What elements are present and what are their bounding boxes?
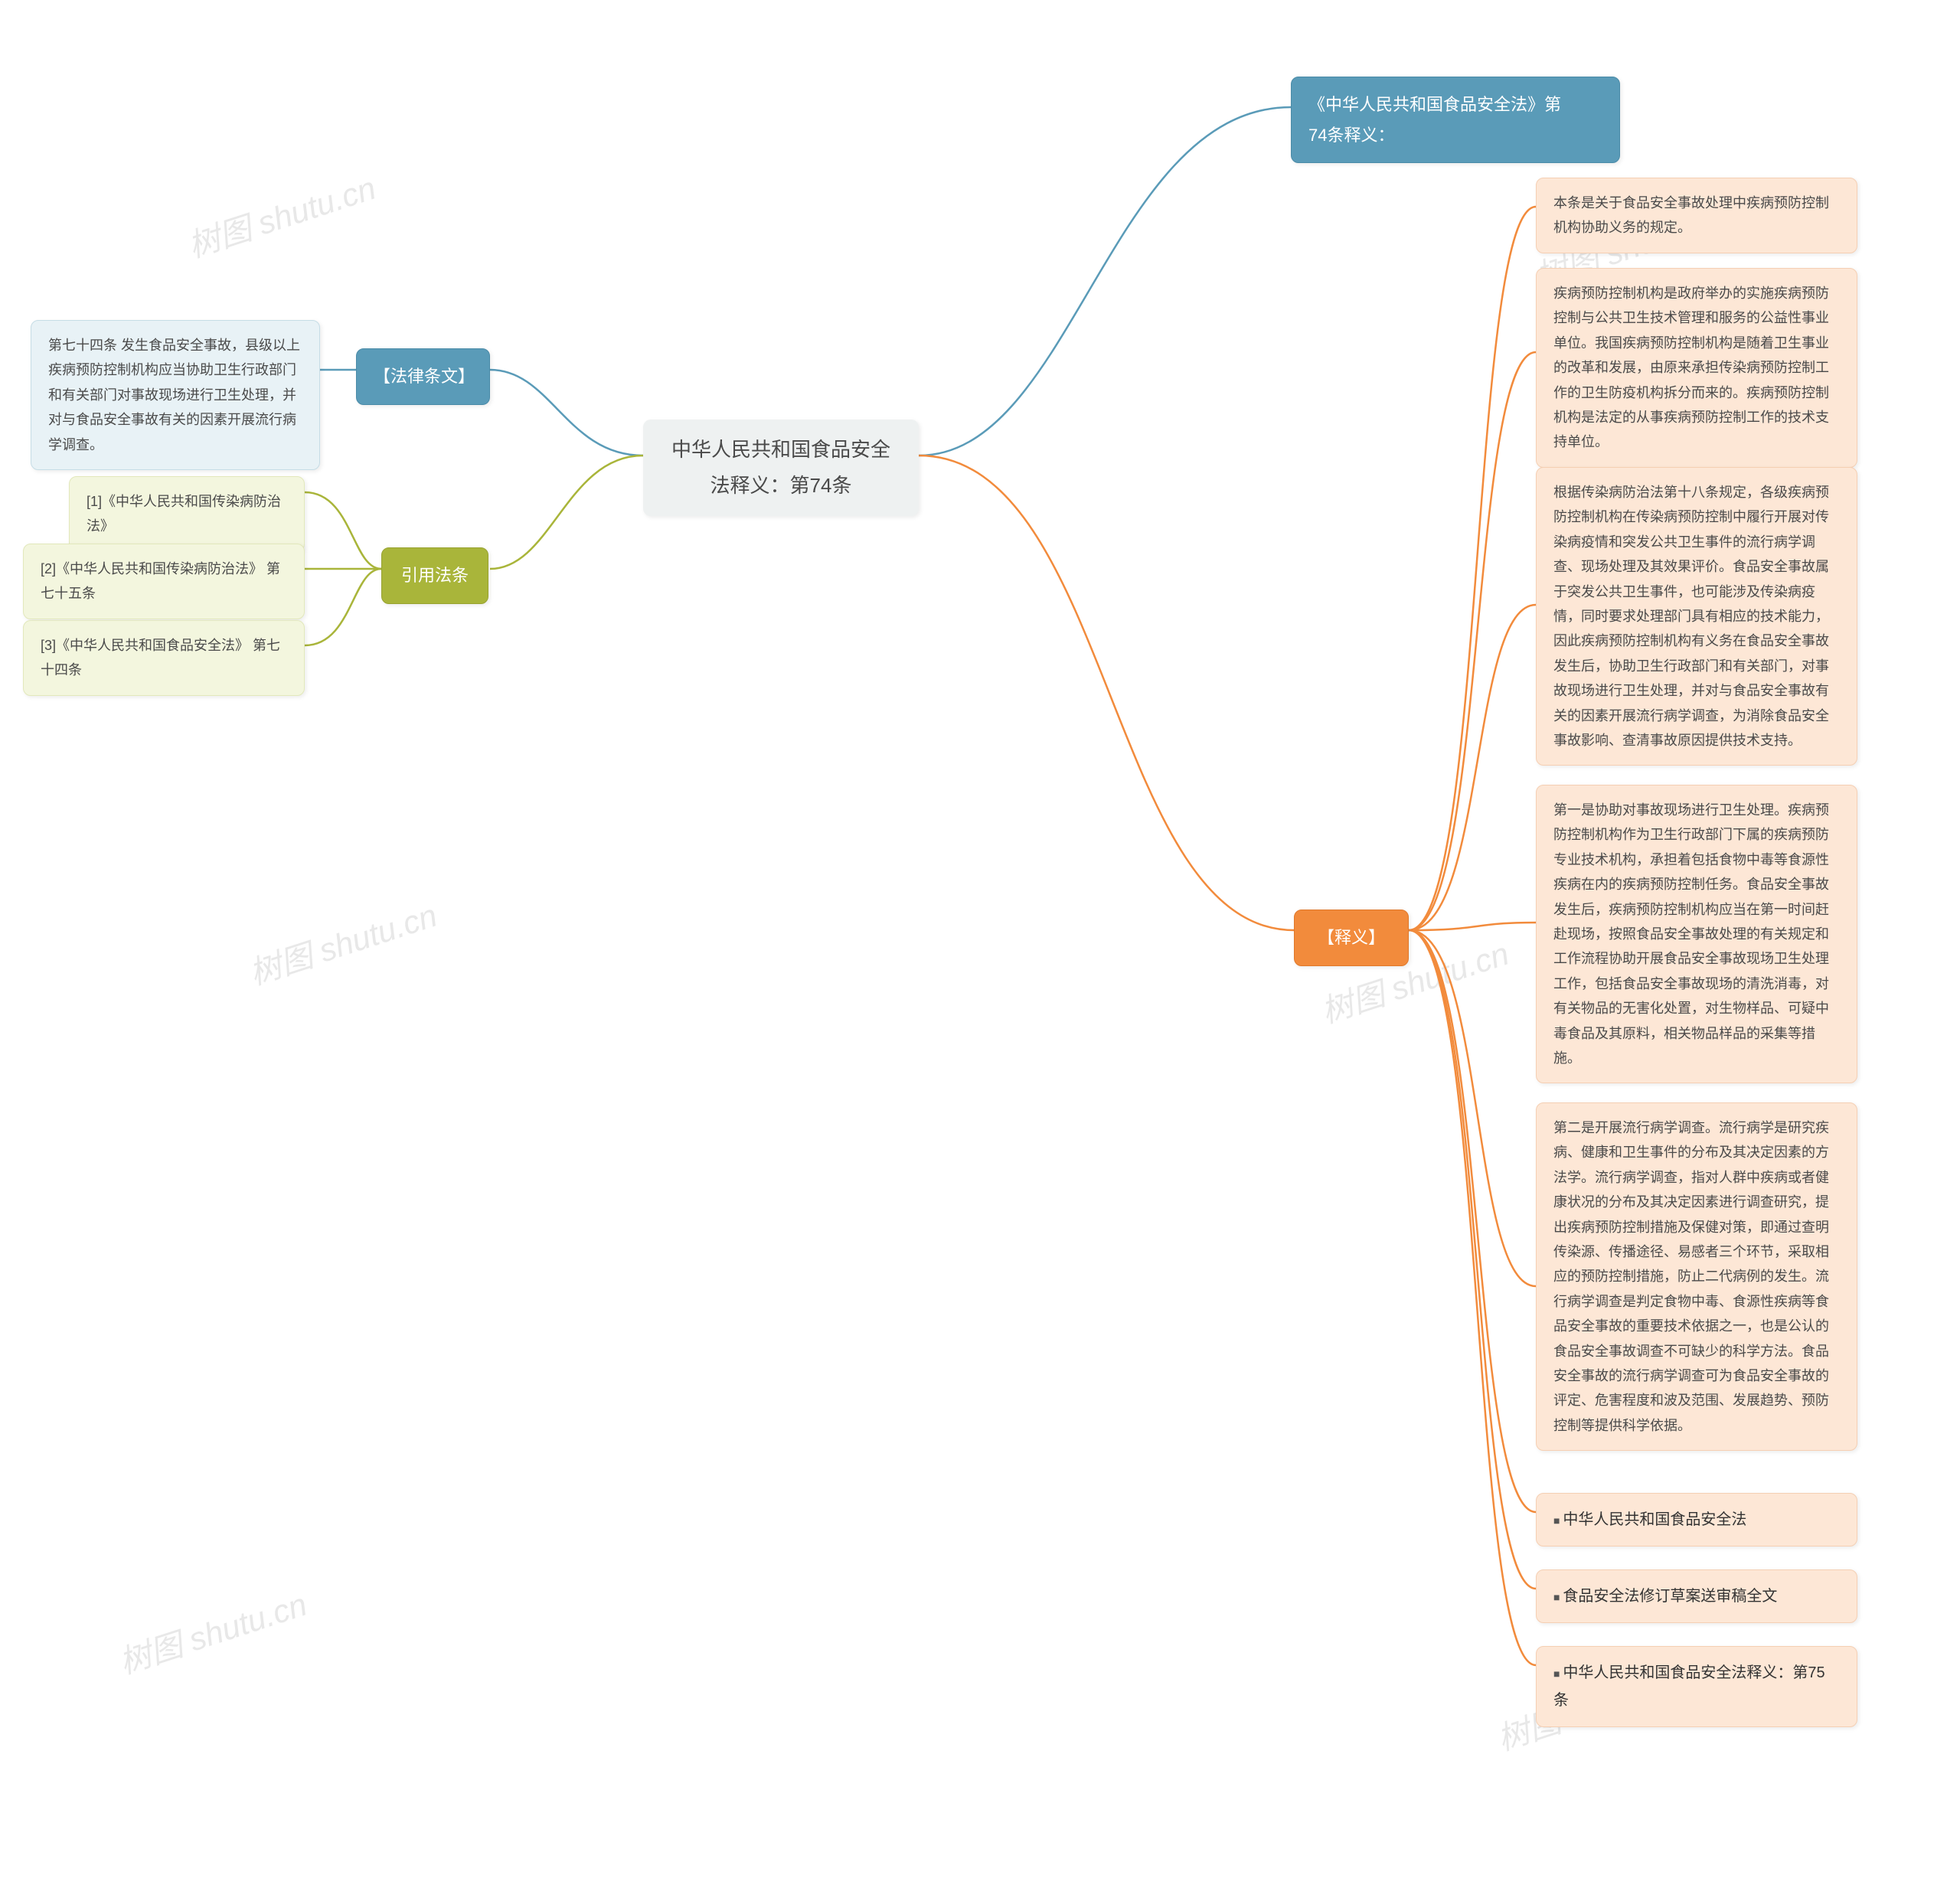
branch-shiyi-label: 【释义】 [1318, 928, 1385, 947]
root-label: 中华人民共和国食品安全 法释义：第74条 [671, 438, 890, 497]
leaf-shiyi-2-text: 疾病预防控制机构是政府举办的实施疾病预防控制与公共卫生技术管理和服务的公益性事业… [1553, 286, 1829, 449]
leaf-shiyi-3[interactable]: 根据传染病防治法第十八条规定，各级疾病预防控制机构在传染病预防控制中履行开展对传… [1536, 467, 1857, 766]
leaf-shiyi-5-text: 第二是开展流行病学调查。流行病学是研究疾病、健康和卫生事件的分布及其决定因素的方… [1553, 1120, 1829, 1433]
leaf-bullet-3-text: 中华人民共和国食品安全法释义：第75条 [1553, 1664, 1825, 1709]
leaf-shiyi-5[interactable]: 第二是开展流行病学调查。流行病学是研究疾病、健康和卫生事件的分布及其决定因素的方… [1536, 1102, 1857, 1451]
leaf-yinyong-3-text: [3]《中华人民共和国食品安全法》 第七十四条 [41, 638, 280, 678]
leaf-yinyong-1[interactable]: [1]《中华人民共和国传染病防治法》 [69, 476, 305, 552]
leaf-shiyi-2[interactable]: 疾病预防控制机构是政府举办的实施疾病预防控制与公共卫生技术管理和服务的公益性事业… [1536, 268, 1857, 468]
leaf-shiyi-1-text: 本条是关于食品安全事故处理中疾病预防控制机构协助义务的规定。 [1553, 195, 1829, 235]
root-node[interactable]: 中华人民共和国食品安全 法释义：第74条 [643, 420, 919, 516]
watermark: 树图 shutu.cn [243, 890, 443, 995]
watermark: 树图 shutu.cn [181, 162, 381, 267]
leaf-bullet-2-text: 食品安全法修订草案送审稿全文 [1553, 1588, 1777, 1605]
leaf-yinyong-2-text: [2]《中华人民共和国传染病防治法》 第七十五条 [41, 561, 280, 601]
leaf-yinyong-3[interactable]: [3]《中华人民共和国食品安全法》 第七十四条 [23, 620, 305, 696]
leaf-bullet-2[interactable]: 食品安全法修订草案送审稿全文 [1536, 1569, 1857, 1623]
leaf-falv[interactable]: 第七十四条 发生食品安全事故，县级以上疾病预防控制机构应当协助卫生行政部门和有关… [31, 320, 320, 470]
leaf-shiyi-1[interactable]: 本条是关于食品安全事故处理中疾病预防控制机构协助义务的规定。 [1536, 178, 1857, 253]
leaf-shiyi-3-text: 根据传染病防治法第十八条规定，各级疾病预防控制机构在传染病预防控制中履行开展对传… [1553, 485, 1829, 748]
branch-yinyong-label: 引用法条 [401, 566, 469, 585]
branch-interpret-title[interactable]: 《中华人民共和国食品安全法》第 74条释义： [1291, 77, 1620, 163]
leaf-bullet-1[interactable]: 中华人民共和国食品安全法 [1536, 1493, 1857, 1546]
leaf-shiyi-4[interactable]: 第一是协助对事故现场进行卫生处理。疾病预防控制机构作为卫生行政部门下属的疾病预防… [1536, 785, 1857, 1083]
leaf-bullet-3[interactable]: 中华人民共和国食品安全法释义：第75条 [1536, 1646, 1857, 1727]
leaf-yinyong-2[interactable]: [2]《中华人民共和国传染病防治法》 第七十五条 [23, 544, 305, 619]
leaf-shiyi-4-text: 第一是协助对事故现场进行卫生处理。疾病预防控制机构作为卫生行政部门下属的疾病预防… [1553, 802, 1829, 1066]
branch-yinyong[interactable]: 引用法条 [381, 547, 488, 604]
leaf-yinyong-1-text: [1]《中华人民共和国传染病防治法》 [87, 494, 281, 534]
branch-shiyi[interactable]: 【释义】 [1294, 910, 1409, 966]
leaf-bullet-1-text: 中华人民共和国食品安全法 [1553, 1511, 1746, 1528]
watermark: 树图 shutu.cn [113, 1579, 312, 1684]
branch-interpret-title-label: 《中华人民共和国食品安全法》第 74条释义： [1308, 95, 1561, 145]
branch-falv[interactable]: 【法律条文】 [356, 348, 490, 405]
branch-falv-label: 【法律条文】 [374, 367, 475, 386]
leaf-falv-text: 第七十四条 发生食品安全事故，县级以上疾病预防控制机构应当协助卫生行政部门和有关… [48, 338, 300, 452]
